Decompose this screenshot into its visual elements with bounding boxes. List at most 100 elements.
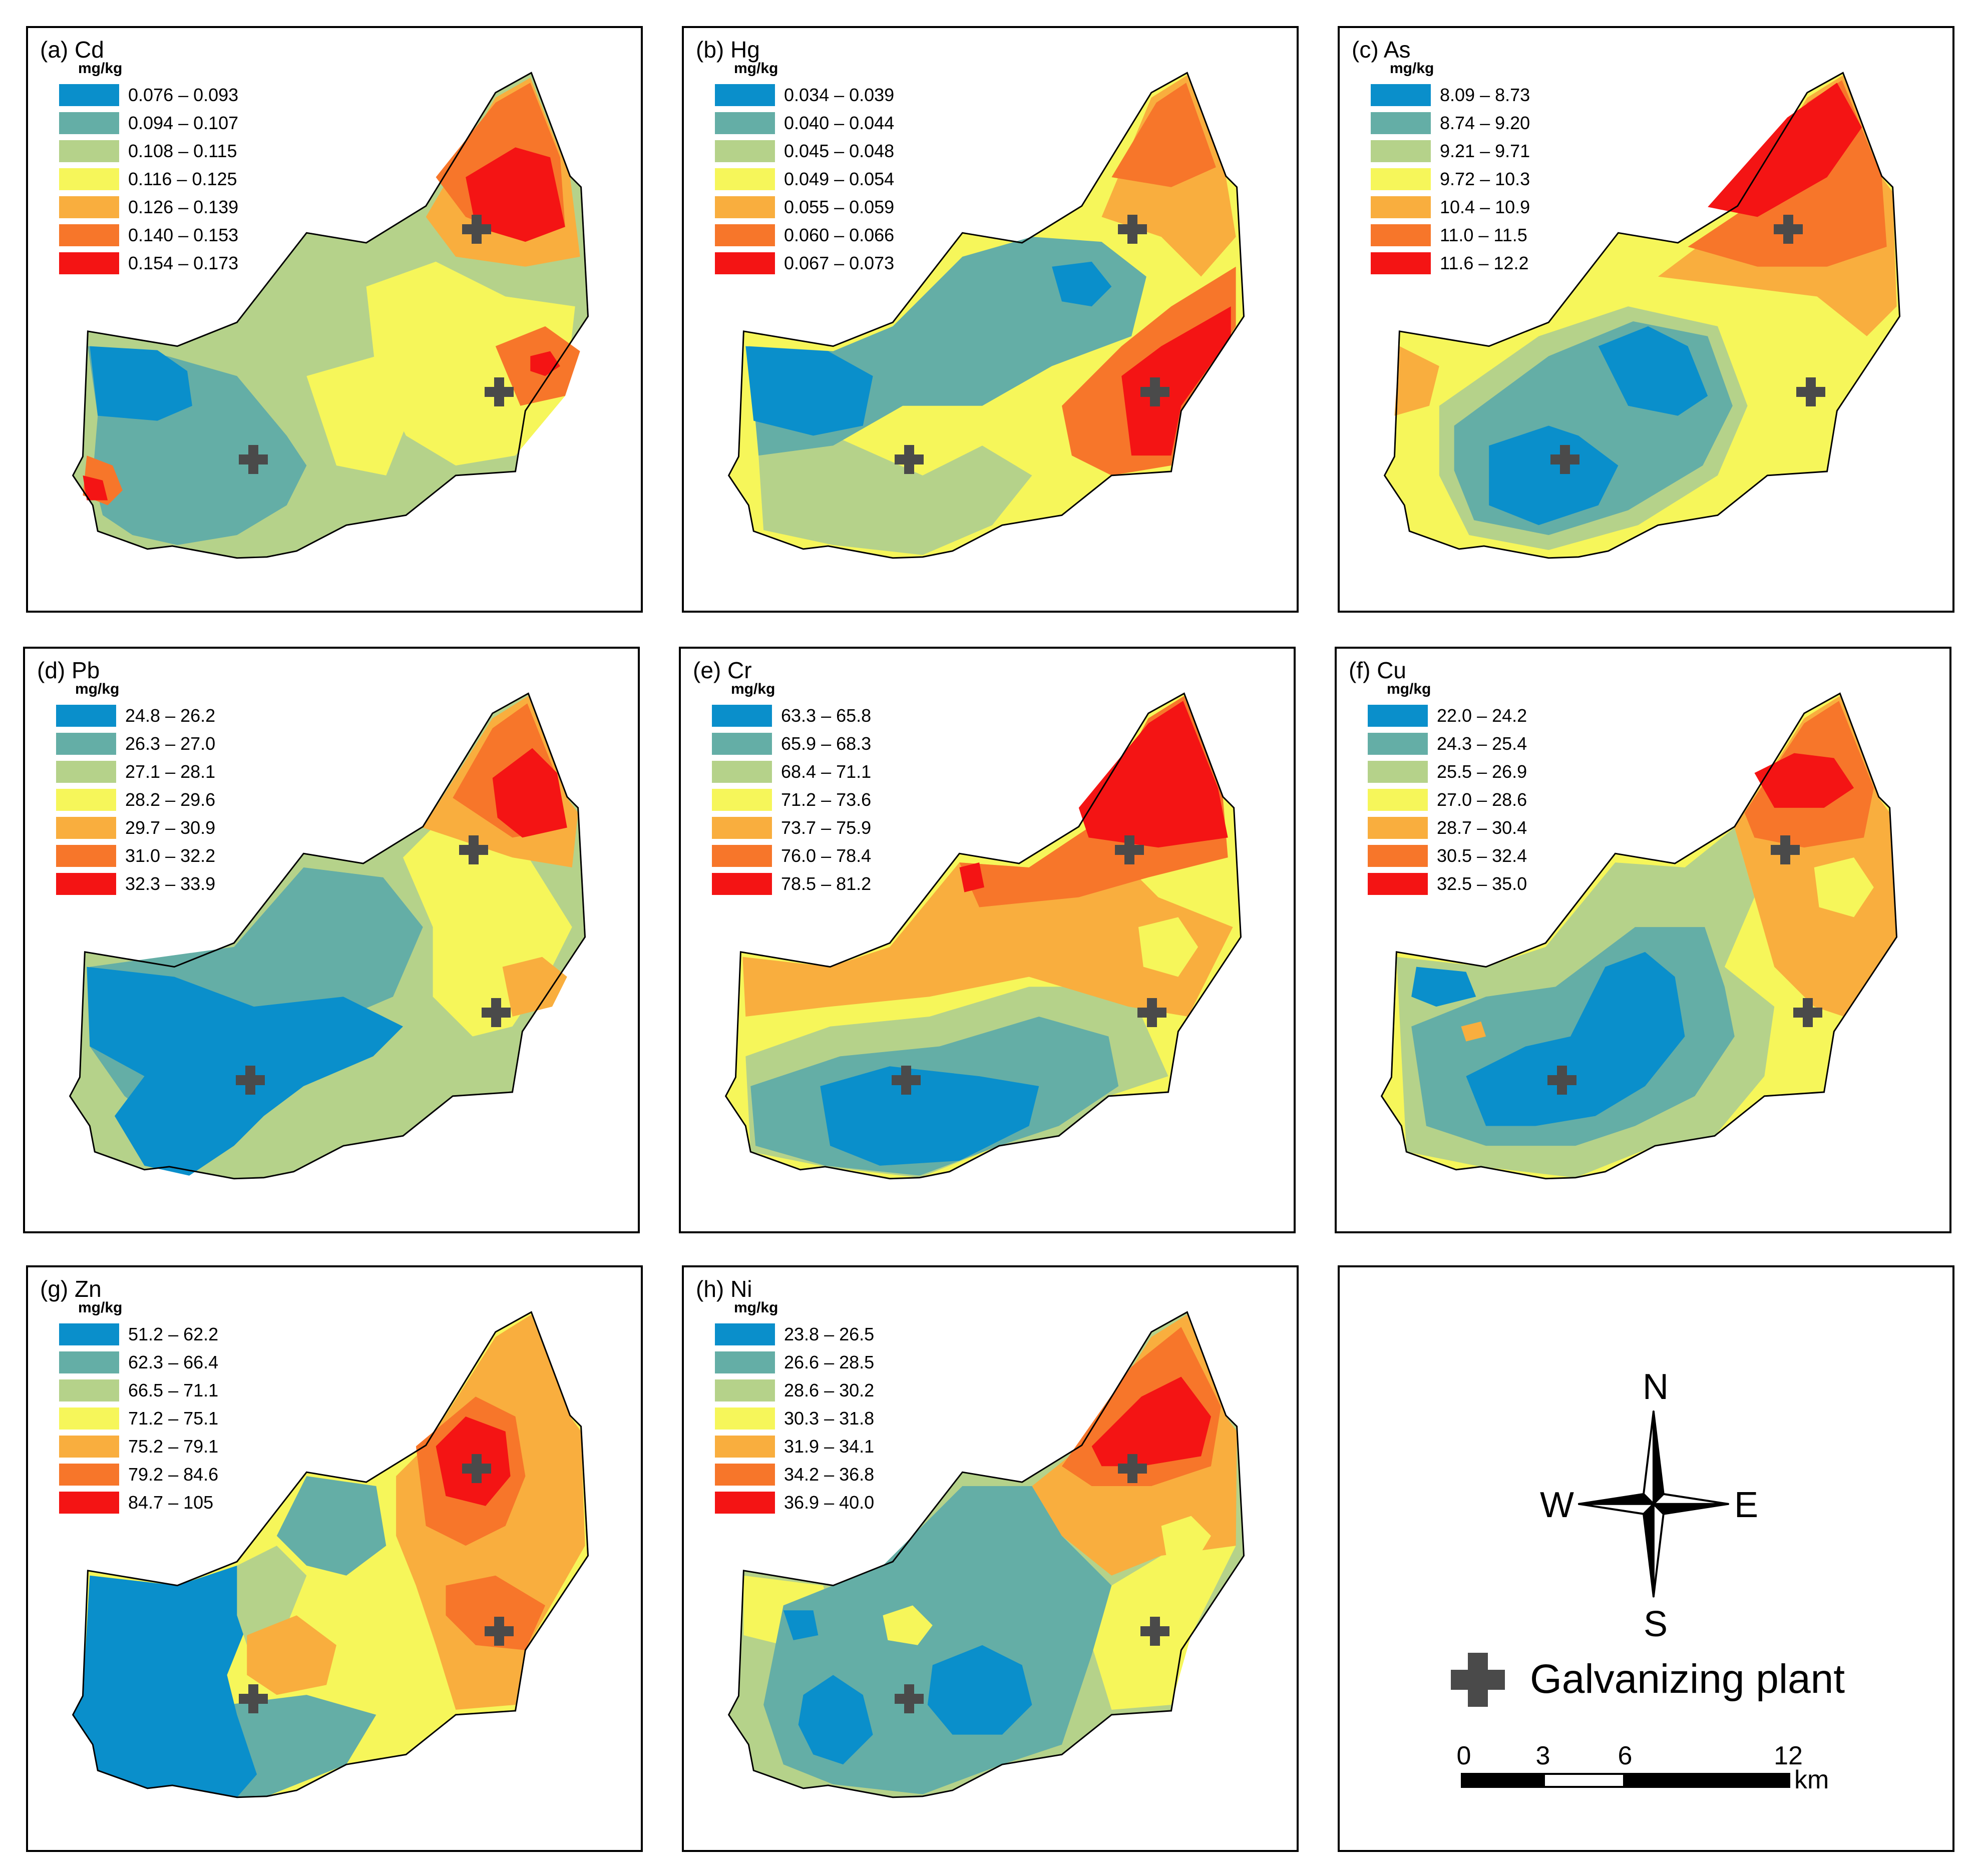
legend-row: 0.126 – 0.139 xyxy=(59,193,238,221)
zone-class-3 xyxy=(237,1546,307,1645)
legend: 8.09 – 8.73 8.74 – 9.20 9.21 – 9.71 9.72… xyxy=(1371,81,1530,277)
swatch-class-6 xyxy=(712,845,772,867)
legend-label: 71.2 – 73.6 xyxy=(781,789,872,810)
legend-label: 0.055 – 0.059 xyxy=(784,197,895,217)
map-key-panel: N S E W Galvanizing plant 0 3 6 12 km xyxy=(1338,1265,1954,1852)
legend-row: 0.094 – 0.107 xyxy=(59,109,238,137)
legend-row: 30.5 – 32.4 xyxy=(1368,842,1527,870)
legend-label: 25.5 – 26.9 xyxy=(1437,761,1527,782)
galvanizing-plant-icon xyxy=(1451,1653,1505,1707)
swatch-class-4 xyxy=(1371,168,1431,190)
legend-row: 26.3 – 27.0 xyxy=(56,730,215,758)
panel-title: (e) Cr xyxy=(693,657,752,683)
legend-label: 0.060 – 0.066 xyxy=(784,225,895,245)
legend-row: 0.108 – 0.115 xyxy=(59,137,238,165)
legend-row: 29.7 – 30.9 xyxy=(56,814,215,842)
study-area-boundary xyxy=(1383,72,1901,559)
legend-row: 51.2 – 62.2 xyxy=(59,1320,218,1348)
zone-class-7 xyxy=(1708,83,1862,217)
legend-row: 0.055 – 0.059 xyxy=(715,193,894,221)
swatch-class-6 xyxy=(59,1464,119,1486)
legend-label: 0.108 – 0.115 xyxy=(128,141,237,161)
swatch-class-2 xyxy=(1371,112,1431,134)
legend-row: 9.72 – 10.3 xyxy=(1371,165,1530,193)
legend-unit: mg/kg xyxy=(734,60,778,77)
legend-row: 36.9 – 40.0 xyxy=(715,1489,874,1517)
study-area-boundary xyxy=(69,692,586,1180)
legend-unit: mg/kg xyxy=(75,681,120,697)
swatch-class-5 xyxy=(56,817,116,839)
swatch-class-2 xyxy=(56,733,116,755)
legend-row: 11.0 – 11.5 xyxy=(1371,221,1530,249)
swatch-class-1 xyxy=(715,84,775,106)
legend-label: 0.126 – 0.139 xyxy=(128,197,239,217)
legend-unit: mg/kg xyxy=(1390,60,1434,77)
compass-north-label: N xyxy=(1643,1367,1669,1407)
zone-class-5b xyxy=(1461,1021,1486,1042)
legend-row: 79.2 – 84.6 xyxy=(59,1461,218,1489)
legend-row: 23.8 – 26.5 xyxy=(715,1320,874,1348)
legend-row: 0.067 – 0.073 xyxy=(715,249,894,277)
legend-label: 34.2 – 36.8 xyxy=(784,1464,875,1485)
panel-hg: (b) Hg mg/kg 0.034 – 0.039 0.040 – 0.044… xyxy=(682,26,1299,613)
plant-marker-north xyxy=(462,1454,491,1483)
legend-label: 10.4 – 10.9 xyxy=(1440,197,1530,217)
legend-unit: mg/kg xyxy=(78,60,123,77)
swatch-class-1 xyxy=(712,705,772,727)
legend-label: 28.2 – 29.6 xyxy=(125,789,216,810)
legend-label: 9.21 – 9.71 xyxy=(1440,141,1530,161)
north-point-dark xyxy=(1652,1411,1665,1505)
legend-row: 11.6 – 12.2 xyxy=(1371,249,1530,277)
compass-rose-icon xyxy=(1577,1411,1729,1598)
legend-row: 32.3 – 33.9 xyxy=(56,870,215,898)
legend-label: 24.8 – 26.2 xyxy=(125,705,216,726)
legend-unit: mg/kg xyxy=(78,1299,123,1316)
legend: 63.3 – 65.8 65.9 – 68.3 68.4 – 71.1 71.2… xyxy=(712,702,871,898)
legend-row: 68.4 – 71.1 xyxy=(712,758,871,786)
swatch-class-7 xyxy=(59,1492,119,1514)
scale-bar-segment-3 xyxy=(1625,1773,1790,1788)
map-as xyxy=(1383,72,1901,559)
swatch-class-5 xyxy=(712,817,772,839)
swatch-class-7 xyxy=(59,252,119,274)
map-cr xyxy=(724,692,1242,1180)
legend-label: 84.7 – 105 xyxy=(128,1492,214,1513)
legend-label: 31.9 – 34.1 xyxy=(784,1436,875,1457)
plant-marker-east xyxy=(1796,377,1825,406)
swatch-class-4 xyxy=(59,168,119,190)
legend-label: 23.8 – 26.5 xyxy=(784,1324,875,1344)
plant-marker-north xyxy=(1118,215,1147,244)
swatch-class-5 xyxy=(715,1436,775,1458)
legend-label: 0.040 – 0.044 xyxy=(784,113,895,133)
legend-row: 8.09 – 8.73 xyxy=(1371,81,1530,109)
swatch-class-6 xyxy=(715,1464,775,1486)
legend: 0.034 – 0.039 0.040 – 0.044 0.045 – 0.04… xyxy=(715,81,894,277)
legend-label: 26.3 – 27.0 xyxy=(125,733,216,754)
legend-row: 71.2 – 73.6 xyxy=(712,786,871,814)
panel-title: (a) Cd xyxy=(40,37,104,63)
legend-label: 0.154 – 0.173 xyxy=(128,253,239,273)
legend-label: 0.034 – 0.039 xyxy=(784,85,895,105)
plant-marker-west xyxy=(892,1066,921,1095)
swatch-class-5 xyxy=(59,196,119,218)
swatch-class-2 xyxy=(712,733,772,755)
zone-class-1c xyxy=(783,1610,819,1640)
swatch-class-3 xyxy=(712,761,772,783)
legend-label: 28.7 – 30.4 xyxy=(1437,817,1527,838)
swatch-class-1 xyxy=(59,84,119,106)
zone-class-1 xyxy=(820,1066,1039,1166)
zone-class-1 xyxy=(1466,952,1685,1126)
swatch-class-4 xyxy=(715,168,775,190)
legend-unit: mg/kg xyxy=(734,1299,778,1316)
swatch-class-7 xyxy=(715,252,775,274)
plant-marker-west xyxy=(895,1684,924,1713)
swatch-class-6 xyxy=(1371,224,1431,246)
scale-bar-segment-2 xyxy=(1543,1773,1625,1788)
legend-label: 0.094 – 0.107 xyxy=(128,113,239,133)
legend-label: 0.067 – 0.073 xyxy=(784,253,895,273)
legend-row: 0.076 – 0.093 xyxy=(59,81,238,109)
panel-ni: (h) Ni mg/kg 23.8 – 26.5 26.6 – 28.5 28.… xyxy=(682,1265,1299,1852)
legend-row: 25.5 – 26.9 xyxy=(1368,758,1527,786)
swatch-class-1 xyxy=(715,1323,775,1345)
study-area-boundary xyxy=(1380,692,1898,1180)
